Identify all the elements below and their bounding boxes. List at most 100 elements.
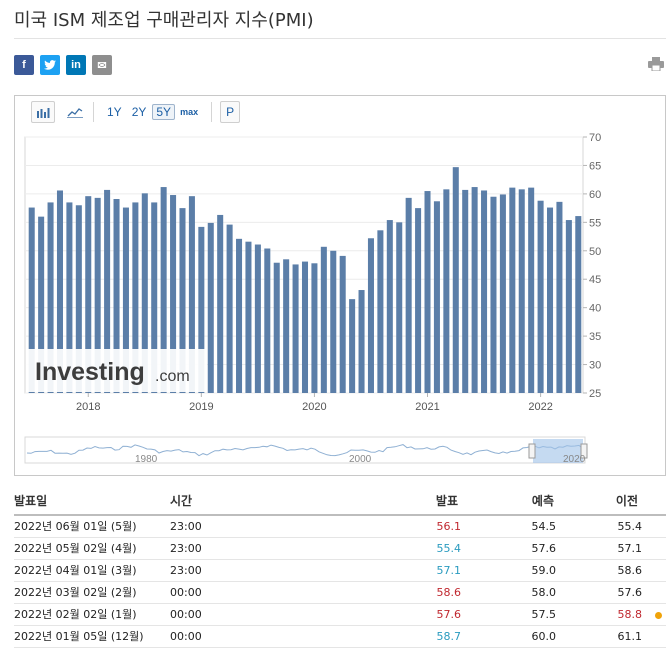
pmi-bar[interactable] [386, 220, 393, 393]
pmi-bar[interactable] [273, 262, 280, 393]
pmi-bar[interactable] [462, 189, 469, 393]
pmi-bar[interactable] [415, 208, 422, 393]
x-tick-label: 2021 [415, 401, 439, 413]
pmi-bar[interactable] [198, 226, 205, 393]
row-actual: 55.4 [436, 542, 462, 555]
row-time: 00:00 [170, 586, 202, 599]
pmi-bar[interactable] [339, 255, 346, 393]
pmi-bar[interactable] [264, 248, 271, 393]
pmi-bar[interactable] [565, 220, 572, 393]
row-time: 23:00 [170, 564, 202, 577]
navigator-label-1980: 1980 [135, 454, 158, 465]
pmi-bar[interactable] [537, 200, 544, 393]
y-tick-label: 30 [589, 360, 601, 372]
pmi-bar[interactable] [575, 216, 582, 393]
print-icon[interactable] [648, 56, 664, 75]
pmi-bar[interactable] [122, 207, 129, 393]
x-axis: 2018 2019 2020 2021 2022 [76, 393, 553, 413]
pmi-bar[interactable] [94, 197, 101, 393]
pmi-bar[interactable] [358, 290, 365, 393]
pmi-bar[interactable] [528, 187, 535, 393]
pmi-bar[interactable] [330, 250, 337, 393]
pmi-bar[interactable] [405, 197, 412, 393]
range-navigator[interactable]: 1980 2000 2020 [15, 432, 665, 472]
pmi-bar[interactable] [424, 191, 431, 393]
row-previous: 58.8 [617, 608, 643, 621]
linkedin-share-button[interactable]: in [66, 55, 86, 75]
y-tick-label: 70 [589, 132, 601, 144]
pmi-bar[interactable] [301, 261, 309, 393]
pmi-bar[interactable] [254, 244, 261, 393]
pmi-bar[interactable] [170, 195, 177, 393]
row-forecast: 59.0 [531, 564, 557, 577]
pmi-bar[interactable] [377, 230, 384, 393]
facebook-share-button[interactable]: f [14, 55, 34, 75]
navigator-left-handle[interactable] [528, 443, 536, 459]
pmi-bar[interactable] [556, 201, 563, 393]
pmi-bar[interactable] [160, 187, 167, 393]
pmi-bar[interactable] [481, 190, 488, 393]
pmi-bar[interactable] [236, 238, 243, 393]
pmi-bar[interactable] [283, 259, 290, 393]
pmi-bar[interactable] [179, 208, 186, 393]
y-tick-label: 40 [589, 303, 601, 315]
bar-series [28, 167, 582, 393]
pmi-bar[interactable] [66, 202, 73, 393]
watermark-brand: Investing [35, 358, 145, 386]
pmi-bar[interactable] [28, 207, 35, 393]
pmi-bar[interactable] [292, 264, 299, 393]
pmi-bar[interactable] [396, 222, 403, 393]
pmi-bar[interactable] [132, 202, 139, 393]
pmi-bar[interactable] [471, 187, 478, 393]
period-5y-button[interactable]: 5Y [152, 104, 176, 120]
bar-chart-icon [37, 107, 50, 118]
pmi-bar[interactable] [141, 193, 148, 393]
period-2y-button[interactable]: 2Y [131, 105, 147, 119]
period-max-button[interactable]: max [180, 107, 199, 117]
toolbar-separator [93, 102, 94, 122]
chart-panel: 1Y 2Y 5Y max P Investing .com 25 30 35 40 45… [14, 95, 666, 476]
watermark-suffix: .com [155, 368, 190, 385]
pmi-bar[interactable] [56, 190, 63, 393]
row-date: 2022년 01월 05일 (12월) [14, 630, 144, 643]
pmi-bar[interactable] [38, 216, 45, 393]
pmi-bar[interactable] [188, 196, 195, 393]
pmi-bar[interactable] [518, 189, 525, 393]
pmi-bar[interactable] [433, 201, 440, 393]
p-button[interactable]: P [220, 101, 241, 123]
pmi-bar[interactable] [452, 167, 459, 393]
navigator-right-handle[interactable] [580, 443, 588, 459]
row-date: 2022년 02월 02일 (1월) [14, 608, 137, 621]
y-tick-label: 55 [589, 217, 601, 229]
bar-chart-type-button[interactable] [31, 101, 55, 123]
table-row: 2022년 04월 01일 (3월) 23:00 57.1 59.0 58.6 [14, 560, 666, 582]
twitter-share-button[interactable] [40, 55, 60, 75]
pmi-bar[interactable] [311, 263, 318, 393]
pmi-bar[interactable] [509, 187, 516, 393]
investing-watermark: Investing .com [26, 349, 207, 392]
pmi-bar[interactable] [245, 241, 252, 393]
pmi-bar[interactable] [47, 202, 54, 393]
line-chart-type-button[interactable] [63, 101, 87, 123]
table-row: 2022년 02월 02일 (1월) 00:00 57.6 57.5 58.8 [14, 604, 666, 626]
pmi-bar[interactable] [490, 196, 497, 393]
pmi-bar[interactable] [499, 194, 506, 393]
pmi-bar[interactable] [367, 238, 374, 393]
pmi-bar[interactable] [104, 189, 111, 393]
pmi-bar[interactable] [226, 224, 233, 393]
row-date: 2022년 06월 01일 (5월) [14, 520, 137, 533]
pmi-bar[interactable] [349, 299, 356, 393]
pmi-bar[interactable] [207, 222, 214, 393]
pmi-bar[interactable] [151, 202, 158, 393]
navigator-selected-range[interactable] [533, 439, 583, 463]
pmi-bar[interactable] [75, 205, 82, 393]
pmi-bar[interactable] [85, 196, 92, 393]
email-share-button[interactable]: ✉ [92, 55, 112, 75]
pmi-bar[interactable] [113, 199, 120, 393]
pmi-bar[interactable] [443, 189, 450, 393]
period-1y-button[interactable]: 1Y [107, 105, 122, 119]
pmi-bar[interactable] [217, 214, 224, 393]
title-divider [14, 38, 666, 39]
pmi-bar[interactable] [320, 246, 327, 393]
pmi-bar[interactable] [547, 207, 554, 393]
